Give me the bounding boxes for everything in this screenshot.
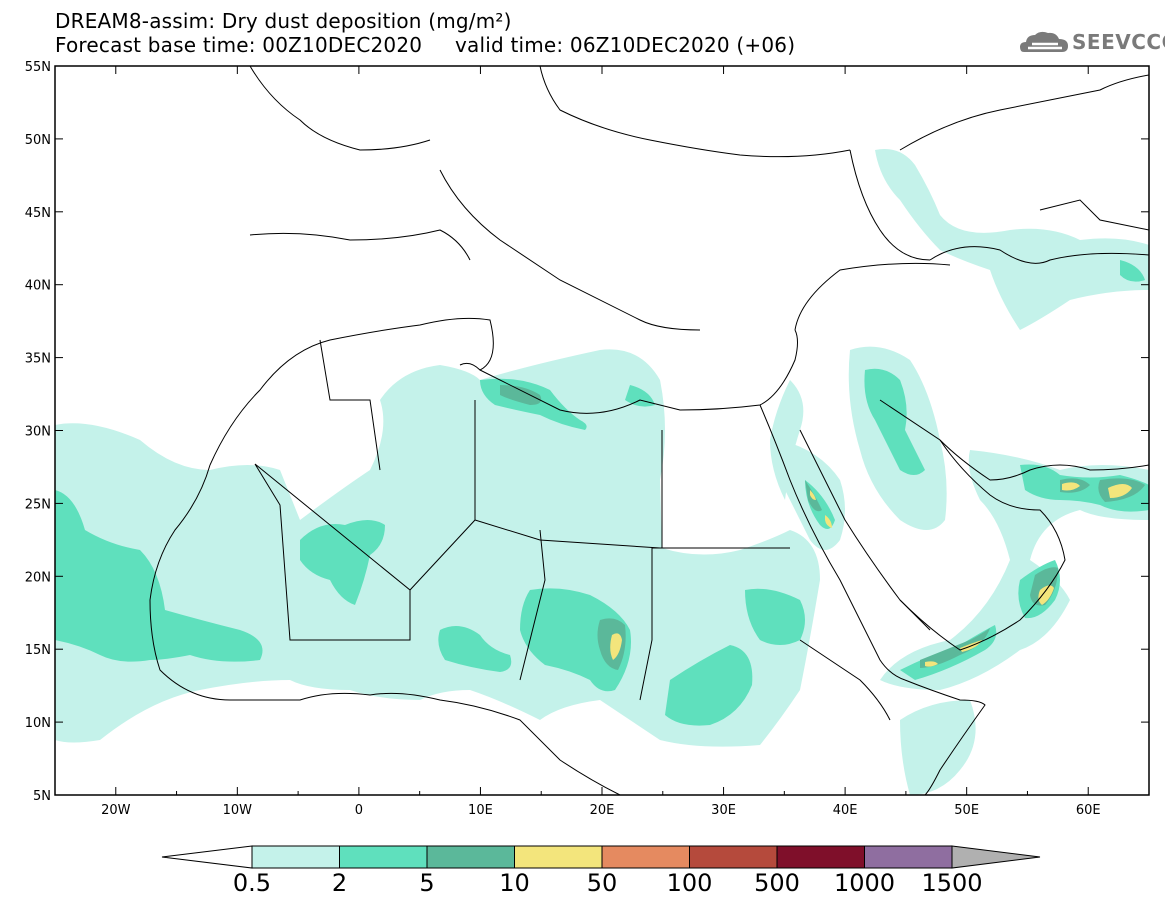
lon-label: 10E: [468, 803, 493, 818]
colorbar-label: 1000: [833, 869, 896, 897]
colorbar-segment: [776, 845, 865, 869]
colorbar-label: 1500: [921, 869, 983, 897]
lon-label: 60E: [1076, 803, 1101, 818]
cloud-icon: [1020, 31, 1068, 52]
longitude-axis: 20W 10W 0 10E 20E 30E 40E 50E 60E: [54, 66, 1150, 818]
lat-label: 25N: [25, 497, 51, 512]
colorbar-segment: [864, 845, 953, 869]
latitude-axis: 55N 50N 45N 40N 35N 30N 25N 20N 15N 10N 5N: [25, 60, 1149, 804]
lon-label: 40E: [833, 803, 858, 818]
lat-label: 30N: [25, 425, 51, 440]
colorbar: [161, 845, 1041, 869]
lat-label: 35N: [25, 352, 51, 367]
colorbar-segment: [339, 845, 428, 869]
forecast-time-subtitle: Forecast base time: 00Z10DEC2020 valid t…: [55, 33, 796, 57]
lat-label: 5N: [33, 789, 51, 804]
seevccc-logo: SEEVCCC: [1072, 30, 1165, 54]
colorbar-low-arrow: [161, 845, 253, 869]
colorbar-segment: [601, 845, 690, 869]
lat-label: 50N: [25, 133, 51, 148]
lat-label: 15N: [25, 643, 51, 658]
lat-label: 40N: [25, 279, 51, 294]
lon-label: 30E: [711, 803, 736, 818]
colorbar-segment: [426, 845, 515, 869]
colorbar-label: 100: [666, 869, 713, 897]
colorbar-label: 5: [419, 869, 435, 897]
lon-label: 0: [355, 803, 363, 818]
colorbar-segment: [251, 845, 340, 869]
lat-label: 45N: [25, 206, 51, 221]
lon-label: 20W: [101, 803, 131, 818]
map-title: DREAM8-assim: Dry dust deposition (mg/m²…: [55, 9, 512, 33]
lon-label: 10W: [223, 803, 253, 818]
colorbar-segment: [514, 845, 603, 869]
lat-label: 55N: [25, 60, 51, 75]
lat-label: 20N: [25, 570, 51, 585]
colorbar-label: 50: [586, 869, 618, 897]
lon-label: 20E: [590, 803, 615, 818]
colorbar-label: 0.5: [232, 869, 272, 897]
colorbar-label: 10: [499, 869, 530, 897]
colorbar-high-arrow: [951, 845, 1041, 869]
colorbar-label: 2: [331, 869, 348, 897]
colorbar-label: 500: [754, 869, 800, 897]
colorbar-segment: [689, 845, 778, 869]
dust-field: [55, 66, 1149, 795]
lon-label: 50E: [954, 803, 979, 818]
lat-label: 10N: [25, 716, 51, 731]
